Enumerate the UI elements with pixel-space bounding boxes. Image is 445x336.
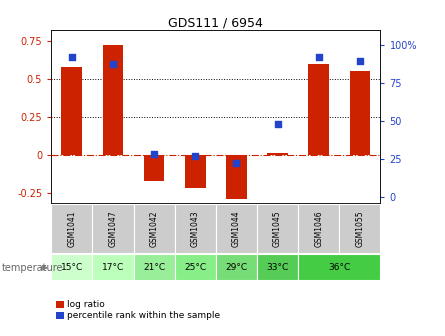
- Bar: [216, 254, 257, 280]
- Text: GSM1045: GSM1045: [273, 210, 282, 247]
- Bar: [93, 254, 134, 280]
- Text: 29°C: 29°C: [225, 263, 247, 271]
- Bar: [134, 254, 174, 280]
- Bar: [174, 204, 216, 253]
- Bar: [185, 155, 206, 188]
- Text: 21°C: 21°C: [143, 263, 165, 271]
- Text: 33°C: 33°C: [267, 263, 289, 271]
- Text: GSM1055: GSM1055: [356, 210, 364, 247]
- Bar: [51, 204, 93, 253]
- Bar: [51, 254, 93, 280]
- Text: GSM1046: GSM1046: [314, 210, 323, 247]
- Text: 15°C: 15°C: [61, 263, 83, 271]
- Bar: [226, 155, 247, 199]
- Text: GSM1042: GSM1042: [150, 210, 158, 247]
- Text: GSM1047: GSM1047: [109, 210, 117, 247]
- Point: [274, 121, 281, 127]
- Point: [192, 153, 199, 159]
- Text: 17°C: 17°C: [102, 263, 124, 271]
- Bar: [267, 153, 288, 155]
- Bar: [61, 67, 82, 155]
- Text: 25°C: 25°C: [184, 263, 206, 271]
- Text: 36°C: 36°C: [328, 263, 351, 271]
- Point: [356, 58, 364, 63]
- Bar: [174, 254, 216, 280]
- Point: [68, 55, 75, 60]
- Bar: [134, 204, 174, 253]
- Text: GSM1044: GSM1044: [232, 210, 241, 247]
- Text: temperature: temperature: [2, 263, 64, 273]
- Point: [233, 161, 240, 166]
- Bar: [298, 254, 380, 280]
- Bar: [350, 71, 370, 155]
- Text: GSM1041: GSM1041: [67, 210, 76, 247]
- Point: [315, 55, 322, 60]
- Bar: [144, 155, 164, 180]
- Bar: [216, 204, 257, 253]
- Bar: [93, 204, 134, 253]
- Bar: [257, 254, 298, 280]
- Title: GDS111 / 6954: GDS111 / 6954: [168, 16, 263, 29]
- Bar: [257, 204, 298, 253]
- Point: [109, 61, 117, 66]
- Bar: [298, 204, 340, 253]
- Bar: [103, 45, 123, 155]
- Point: [150, 152, 158, 157]
- Bar: [340, 204, 380, 253]
- Text: GSM1043: GSM1043: [191, 210, 200, 247]
- Bar: [308, 64, 329, 155]
- Legend: log ratio, percentile rank within the sample: log ratio, percentile rank within the sa…: [56, 300, 221, 321]
